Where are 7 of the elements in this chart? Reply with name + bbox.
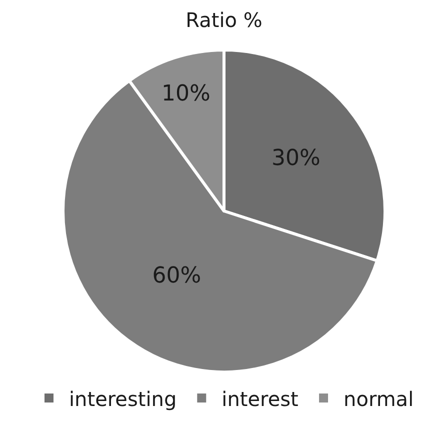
data-label: 60% xyxy=(152,264,202,289)
legend-label: interest xyxy=(222,386,299,411)
chart-title: Ratio % xyxy=(186,8,262,32)
data-label: 30% xyxy=(272,146,320,172)
data-label: 10% xyxy=(162,82,210,107)
legend-label: interesting xyxy=(69,386,177,411)
legend-label: normal xyxy=(344,386,414,411)
